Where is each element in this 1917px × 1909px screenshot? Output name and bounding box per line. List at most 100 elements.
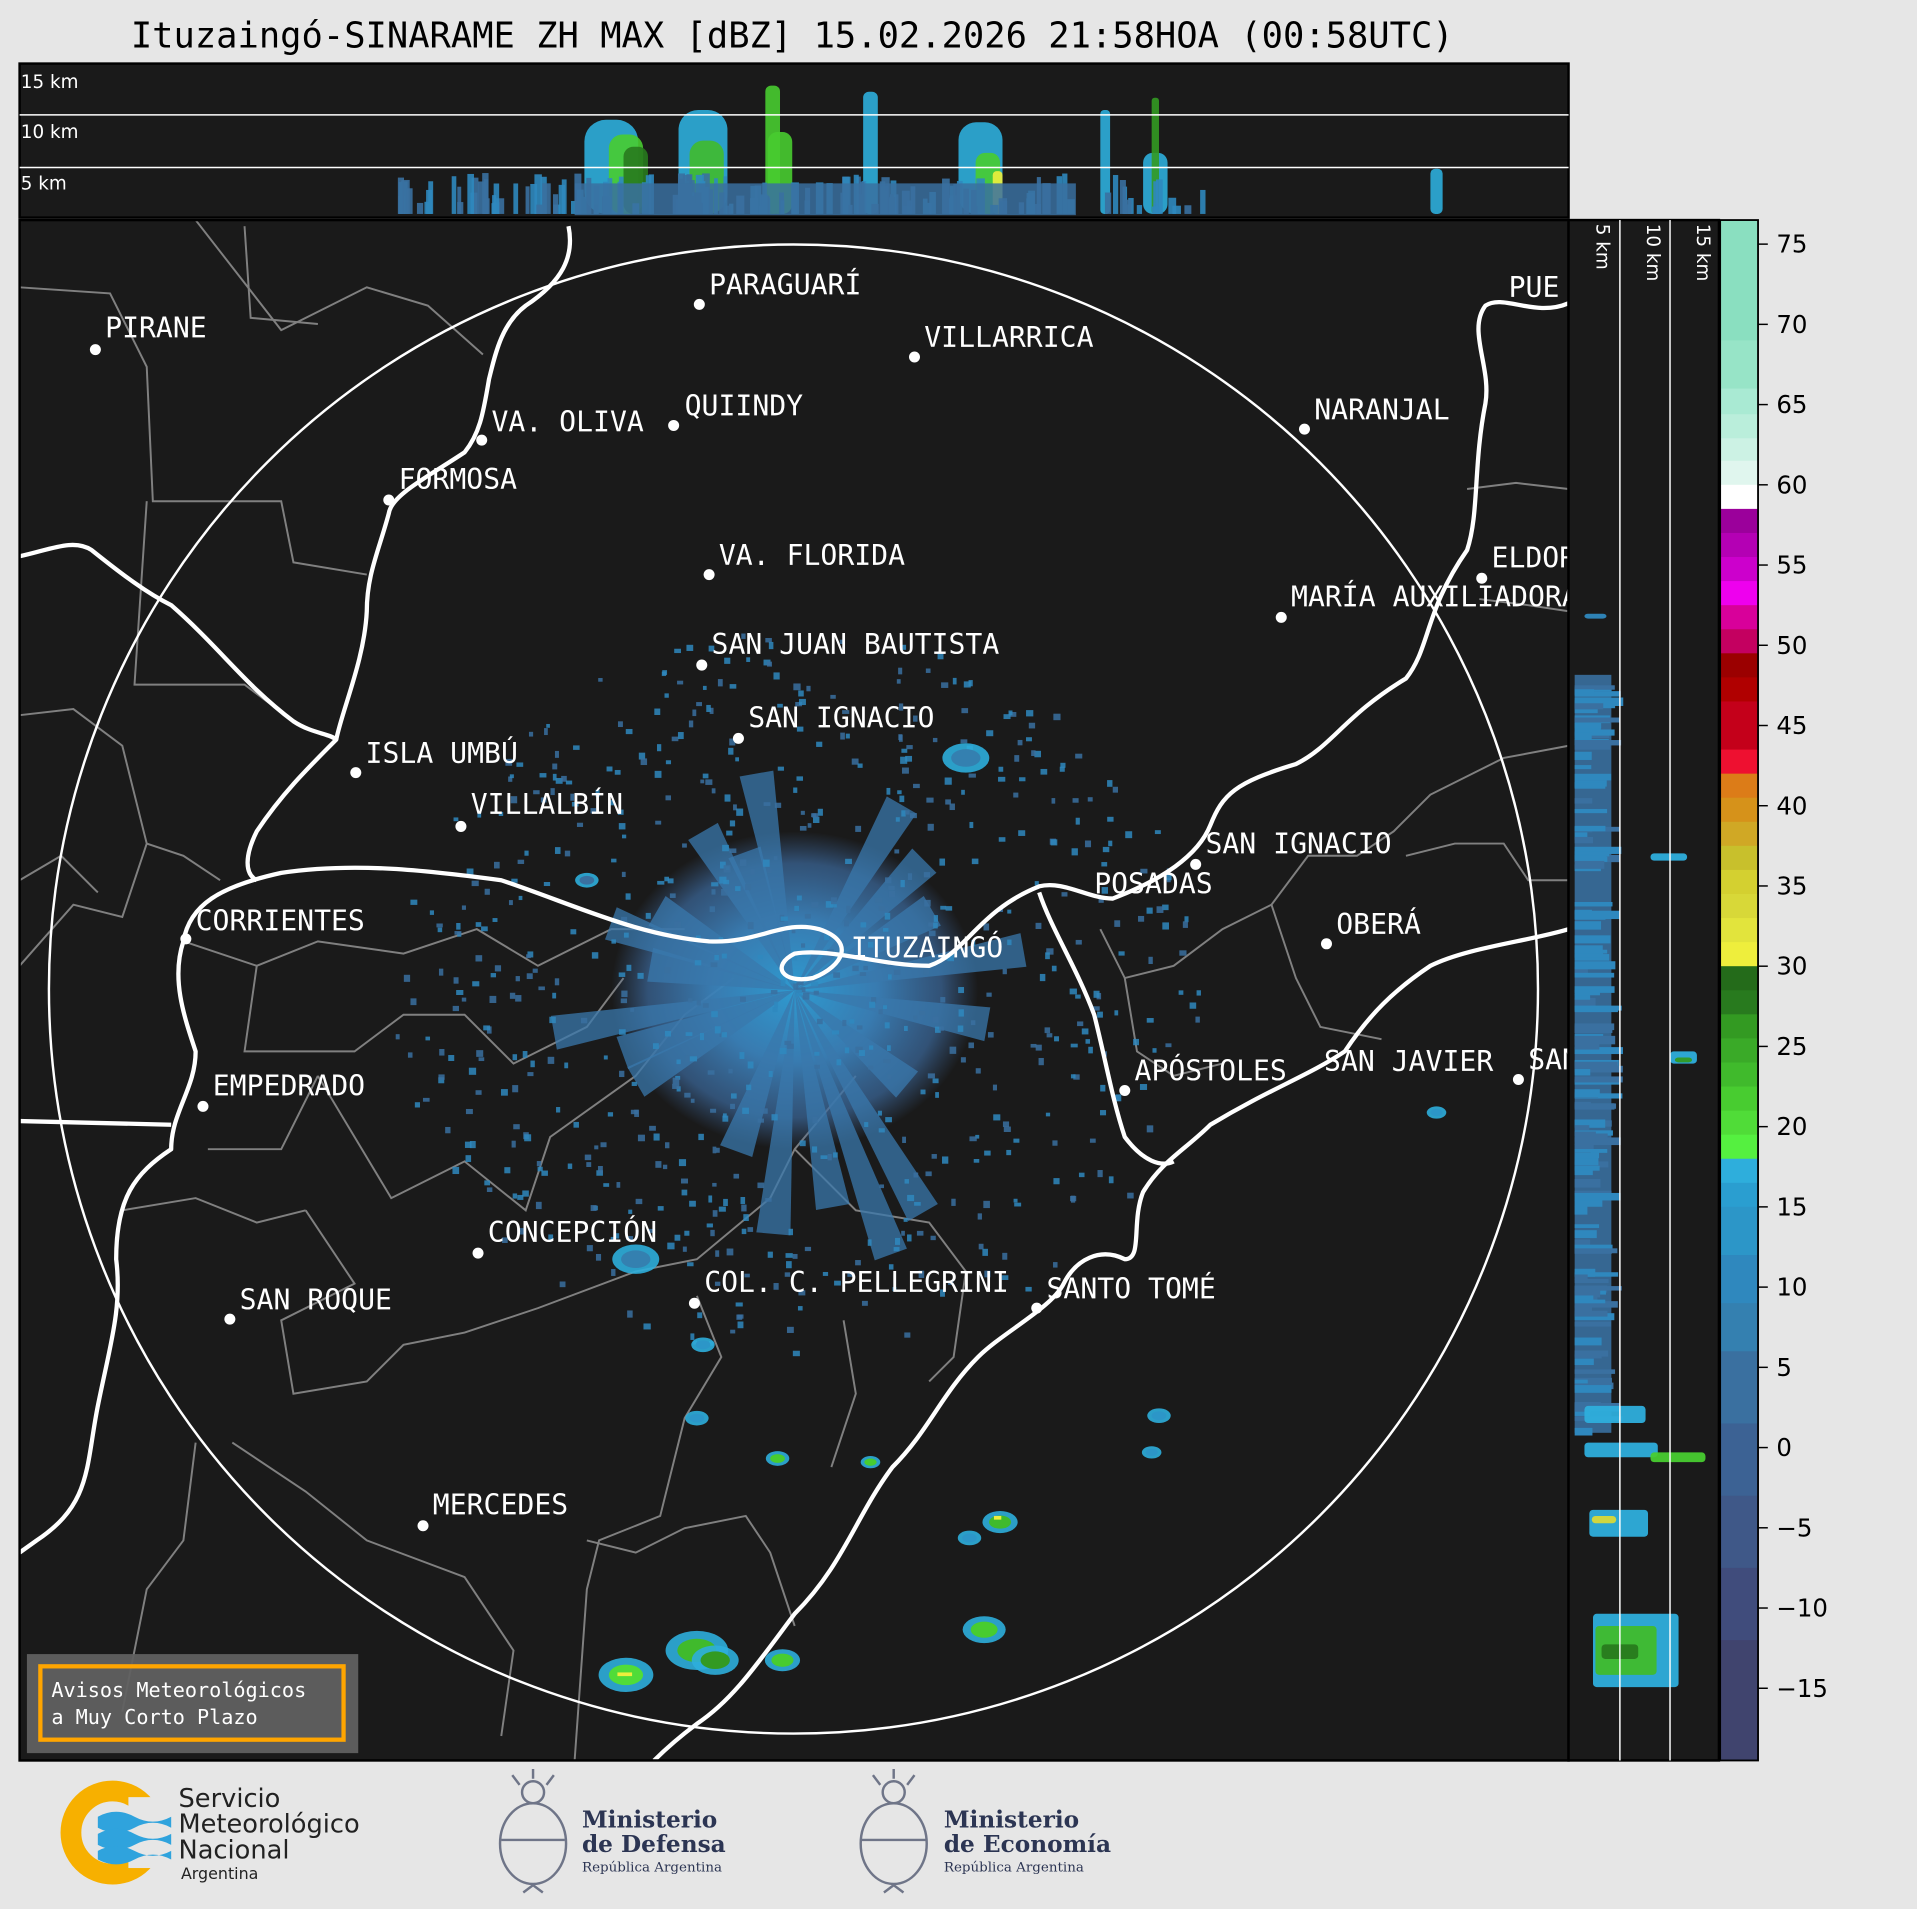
border-line bbox=[122, 1197, 306, 1224]
side-height-panel: 5 km 10 km 15 km bbox=[1567, 218, 1721, 1762]
colorbar-level bbox=[1720, 414, 1759, 439]
city-dot-icon bbox=[1298, 423, 1310, 435]
radar-map[interactable]: PIRANE PARAGUARÍ VILLARRICA QUIINDY VA. OLIV… bbox=[18, 218, 1627, 1762]
city-marker[interactable]: ITUZAINGÓ bbox=[851, 930, 1003, 964]
smn-text: Meteorológico bbox=[179, 1810, 360, 1840]
colorbar-level bbox=[1720, 749, 1759, 775]
colorbar-level bbox=[1720, 484, 1759, 510]
city-dot-icon bbox=[908, 351, 920, 363]
city-label: APÓSTOLES bbox=[1135, 1054, 1287, 1088]
border-line bbox=[830, 1320, 857, 1468]
colorbar-level bbox=[1720, 942, 1759, 967]
city-marker[interactable]: ISLA UMBÚ bbox=[350, 736, 518, 779]
city-marker[interactable]: SAN JAVIER bbox=[1324, 1045, 1493, 1078]
city-label: MERCEDES bbox=[433, 1489, 568, 1522]
city-marker[interactable]: QUIINDY bbox=[668, 390, 803, 431]
city-marker[interactable]: SAN bbox=[1512, 1044, 1579, 1086]
city-marker[interactable]: PIRANE bbox=[89, 311, 207, 356]
city-marker[interactable]: PUE bbox=[1509, 271, 1560, 304]
colorbar-tick-label: 65 bbox=[1776, 390, 1807, 419]
city-marker[interactable]: SANTO TOMÉ bbox=[1031, 1271, 1216, 1314]
height-label: 5 km bbox=[1592, 224, 1613, 270]
colorbar-tick-label: 40 bbox=[1776, 791, 1807, 820]
colorbar-level bbox=[1720, 340, 1759, 390]
border-line bbox=[1123, 977, 1223, 1077]
city-marker[interactable]: ELDORADO bbox=[1476, 541, 1627, 584]
city-marker[interactable]: FORMOSA bbox=[383, 463, 517, 506]
city-marker[interactable]: CONCEPCIÓN bbox=[472, 1215, 658, 1259]
colorbar-level bbox=[1720, 797, 1759, 823]
colorbar-level bbox=[1720, 438, 1759, 462]
colorbar-level bbox=[1720, 893, 1759, 919]
city-marker[interactable]: CORRIENTES bbox=[180, 904, 365, 945]
city-marker[interactable]: MERCEDES bbox=[417, 1489, 569, 1532]
city-label: VILLALBÍN bbox=[471, 787, 623, 821]
city-marker[interactable]: PARAGUARÍ bbox=[693, 268, 862, 310]
city-dot-icon bbox=[693, 298, 705, 310]
border-line bbox=[1270, 904, 1382, 1041]
echo-band bbox=[1650, 1452, 1706, 1463]
city-marker[interactable]: SAN IGNACIO bbox=[732, 701, 934, 744]
city-label: ELDORADO bbox=[1492, 541, 1627, 574]
city-marker[interactable]: SAN ROQUE bbox=[224, 1283, 392, 1325]
city-marker[interactable]: VA. FLORIDA bbox=[703, 539, 906, 581]
city-marker[interactable]: VILLALBÍN bbox=[455, 787, 623, 832]
city-label: ISLA UMBÚ bbox=[366, 736, 518, 770]
colorbar-level bbox=[1720, 1038, 1759, 1064]
city-label: NARANJAL bbox=[1314, 393, 1449, 426]
border-line bbox=[121, 1442, 197, 1712]
city-label: OBERÁ bbox=[1336, 907, 1421, 941]
colorbar-tick-label: 45 bbox=[1776, 711, 1807, 740]
city-marker[interactable]: VA. OLIVA bbox=[476, 406, 644, 446]
colorbar-level bbox=[1720, 1495, 1759, 1569]
ministerio-defensa-logo: Ministerio de Defensa República Argentin… bbox=[498, 1769, 726, 1894]
height-label: 15 km bbox=[21, 72, 79, 93]
city-marker[interactable]: EMPEDRADO bbox=[197, 1069, 365, 1112]
colorbar-level bbox=[1720, 1567, 1759, 1641]
colorbar-level bbox=[1720, 918, 1759, 943]
national-coat-of-arms-icon bbox=[859, 1769, 928, 1894]
city-marker[interactable]: SAN IGNACIO bbox=[1190, 827, 1392, 870]
ministry-text: República Argentina bbox=[582, 1861, 722, 1876]
city-label: QUIINDY bbox=[685, 390, 804, 423]
legend-line-2: a Muy Corto Plazo bbox=[51, 1705, 257, 1729]
warnings-legend-box[interactable]: Avisos Meteorológicos a Muy Corto Plazo bbox=[26, 1654, 359, 1754]
colorbar-level bbox=[1720, 557, 1759, 582]
river-line bbox=[19, 940, 198, 1555]
city-label: SAN IGNACIO bbox=[1205, 827, 1391, 860]
city-label: PIRANE bbox=[105, 311, 207, 344]
city-dot-icon bbox=[732, 732, 744, 744]
city-dot-icon bbox=[224, 1313, 236, 1325]
city-label: PUE bbox=[1509, 271, 1560, 304]
city-marker[interactable]: APÓSTOLES bbox=[1119, 1054, 1287, 1097]
city-marker[interactable]: COL. C. PELLEGRINI bbox=[688, 1266, 1009, 1309]
colorbar-level bbox=[1720, 460, 1759, 486]
echo-band bbox=[1584, 1442, 1658, 1458]
height-label: 5 km bbox=[21, 173, 67, 194]
city-marker[interactable]: POSADAS bbox=[1094, 868, 1212, 901]
city-marker[interactable]: VILLARRICA bbox=[908, 321, 1094, 363]
border-line bbox=[1099, 744, 1569, 980]
height-label: 10 km bbox=[1642, 224, 1663, 282]
legend-line-1: Avisos Meteorológicos bbox=[51, 1678, 306, 1702]
ministry-text: de Economía bbox=[944, 1831, 1111, 1858]
colorbar-level bbox=[1720, 990, 1759, 1015]
height-label: 15 km bbox=[1692, 224, 1713, 282]
ministry-text: de Defensa bbox=[582, 1831, 726, 1858]
colorbar-tick-label: 75 bbox=[1776, 230, 1807, 259]
city-label: POSADAS bbox=[1094, 868, 1212, 901]
city-dot-icon bbox=[668, 419, 680, 431]
colorbar-tick-label: 70 bbox=[1776, 310, 1807, 339]
city-label: VA. OLIVA bbox=[491, 406, 643, 439]
city-marker[interactable]: NARANJAL bbox=[1298, 393, 1450, 435]
border-line bbox=[146, 842, 221, 882]
colorbar-tick-label: 25 bbox=[1776, 1032, 1807, 1061]
city-marker[interactable]: MARÍA AUXILIADORA bbox=[1275, 579, 1579, 623]
smn-logo: Servicio Meteorológico Nacional Argentin… bbox=[60, 1780, 360, 1885]
colorbar-tick-label: −15 bbox=[1776, 1674, 1828, 1703]
city-marker[interactable]: SAN JUAN BAUTISTA bbox=[696, 628, 999, 671]
city-marker[interactable]: OBERÁ bbox=[1320, 907, 1421, 950]
colorbar-tick-label: 20 bbox=[1776, 1112, 1807, 1141]
